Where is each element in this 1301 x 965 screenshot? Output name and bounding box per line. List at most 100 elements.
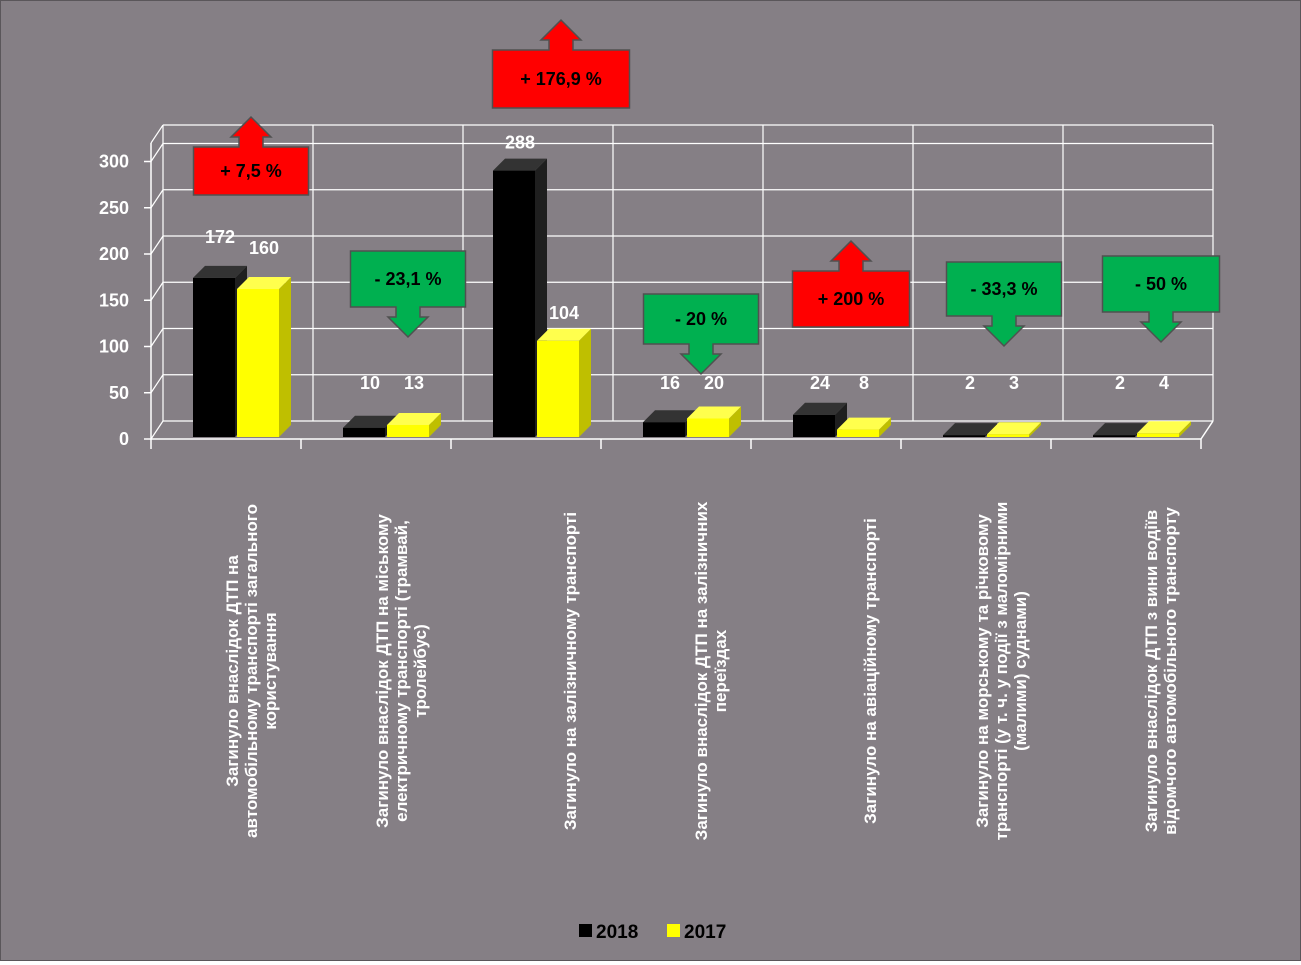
callout-text: - 23,1 %: [374, 269, 441, 289]
callout-text: - 33,3 %: [970, 279, 1037, 299]
grid-line-side-6: [150, 143, 164, 162]
category-label-line: тролейбус): [411, 624, 430, 718]
grid-line-top-side: [150, 124, 164, 144]
bar-front: [643, 422, 685, 437]
bar-front: [1137, 433, 1179, 437]
bar-2017-2: [537, 328, 591, 437]
callout-shape: [349, 250, 467, 339]
legend-label-2018: 2018: [596, 922, 638, 943]
bar-front: [987, 434, 1029, 437]
category-label-line: користування: [261, 612, 280, 729]
bar-side: [279, 277, 291, 437]
bar-top: [387, 412, 441, 425]
bar-side: [729, 406, 741, 437]
category-label-line: Загинуло внаслідок ДТП на міському: [373, 514, 392, 828]
data-label-2017-2: 104: [549, 303, 579, 323]
data-label-2018-5: 2: [965, 373, 975, 393]
bar-front: [237, 289, 279, 437]
bar-side: [579, 328, 591, 437]
bar-front: [193, 277, 235, 437]
bar-top: [987, 422, 1041, 435]
legend-label-2017: 2017: [684, 922, 726, 943]
axis-layer: 0 50 100 150 200 250 300: [99, 143, 1214, 449]
bar-top: [837, 417, 891, 430]
grid-line-side-5: [150, 189, 164, 209]
bar-front: [943, 435, 985, 437]
callout-text: - 50 %: [1135, 274, 1187, 294]
category-label-line: Загинуло на морському та річковому: [973, 514, 992, 828]
bar-front: [1093, 435, 1135, 437]
bar-top: [687, 406, 741, 419]
category-label-line: Загинуло внаслідок ДТП з вини водіїв: [1142, 510, 1161, 832]
callout-text: + 200 %: [818, 289, 885, 309]
category-label-line: автомобільному транспорті загального: [242, 504, 261, 838]
callout-1: - 23,1 %: [349, 250, 467, 339]
y-tick-label-2: 100: [99, 337, 129, 357]
grid-line-side-1: [150, 374, 164, 394]
bar-side: [1179, 421, 1191, 437]
data-label-2018-1: 10: [360, 373, 380, 393]
category-label-line: переїздах: [711, 629, 730, 712]
data-label-2017-3: 20: [704, 373, 724, 393]
category-label-line: електричному транспорті (трамвай,: [392, 520, 411, 822]
bar-2018-4: [793, 402, 847, 437]
data-label-2017-1: 13: [404, 373, 424, 393]
data-label-2017-5: 3: [1009, 373, 1019, 393]
callout-shape: [1101, 255, 1221, 344]
callout-text: + 7,5 %: [220, 161, 282, 181]
callout-3: - 20 %: [642, 293, 760, 376]
callout-0: + 7,5 %: [192, 115, 310, 196]
category-label-2: Загинуло на залізничному транспорті: [561, 512, 580, 830]
category-label-line: транспорті (у т. ч. у події з маломірним…: [992, 502, 1011, 841]
grid-line-side-2: [150, 328, 164, 347]
bar-2017-0: [237, 277, 291, 437]
category-label-1: Загинуло внаслідок ДТП на міськомуелектр…: [373, 514, 430, 828]
callout-shape: [791, 239, 911, 328]
legend-swatch-2017: [667, 924, 680, 937]
data-label-2018-0: 172: [205, 227, 235, 247]
legend: 2018 2017: [579, 922, 726, 943]
data-label-2017-4: 8: [859, 373, 869, 393]
category-label-line: (малими) суднами): [1011, 591, 1030, 751]
grid-line-side-3: [150, 281, 164, 301]
callout-6: - 50 %: [1101, 255, 1221, 344]
data-label-2017-0: 160: [249, 238, 279, 258]
data-label-2018-3: 16: [660, 373, 680, 393]
data-label-2017-6: 4: [1159, 373, 1169, 393]
bar-front: [687, 418, 729, 437]
bar-top: [643, 410, 697, 423]
grid-line-side-4: [150, 235, 164, 255]
category-label-6: Загинуло внаслідок ДТП з вини водіїввідо…: [1142, 507, 1180, 835]
data-label-2018-6: 2: [1115, 373, 1125, 393]
y-tick-label-4: 200: [99, 244, 129, 264]
category-label-line: Загинуло на залізничному транспорті: [561, 512, 580, 830]
bar-2017-6: [1137, 421, 1191, 437]
bar-top: [537, 328, 591, 341]
bar-2017-4: [837, 417, 891, 437]
bar-top: [193, 265, 247, 278]
category-label-0: Загинуло внаслідок ДТП наавтомобільному …: [223, 504, 280, 838]
legend-swatch-2018: [579, 924, 592, 937]
callout-shape: [642, 293, 760, 376]
category-label-line: Загинуло внаслідок ДТП на: [223, 555, 242, 787]
y-tick-label-3: 150: [99, 290, 129, 310]
callout-shape: [192, 115, 310, 196]
category-label-line: Загинуло на авіаційному транспорті: [861, 518, 880, 824]
floor-edge-right: [1200, 420, 1214, 440]
bar-top: [793, 402, 847, 415]
bar-top: [343, 415, 397, 428]
bar-front: [493, 170, 535, 437]
bar-front: [793, 414, 835, 437]
bar-front: [343, 427, 385, 437]
grid-line-side-0: [150, 420, 164, 440]
bar-side: [429, 412, 441, 437]
bar-front: [387, 424, 429, 437]
callout-5: - 33,3 %: [945, 261, 1063, 348]
bar-top: [943, 423, 997, 436]
callout-shape: [945, 261, 1063, 348]
y-tick-label-1: 50: [109, 383, 129, 403]
bar-side: [835, 402, 847, 437]
bar-top: [493, 158, 547, 171]
